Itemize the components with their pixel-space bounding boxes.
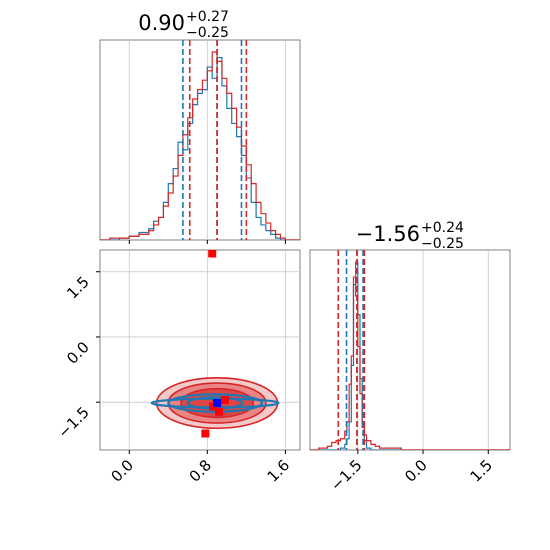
tick-marks: [96, 240, 489, 454]
title-param2-minus: −0.25: [421, 236, 464, 252]
hist2-panel: [309, 249, 511, 451]
title-param1-plus: +0.27: [186, 9, 229, 25]
hist2-blue-step: [310, 261, 510, 450]
title-param2-median: −1.56: [356, 222, 420, 246]
red-marker-4: [215, 407, 224, 416]
hist2-xtick-label-0: −1.5: [327, 456, 365, 494]
hist2-xtick-label-2: 1.5: [466, 456, 496, 486]
hist1-red-step: [100, 51, 300, 240]
joint-xtick-label-2: 1.6: [264, 456, 294, 486]
hist2-series: [310, 250, 510, 450]
blue-marker-0: [213, 399, 222, 408]
joint-ytick-label-2: 1.5: [63, 273, 93, 303]
joint-xtick-label-1: 0.8: [186, 456, 216, 486]
joint-ytick-label-1: 0.0: [63, 338, 93, 368]
hist2-xtick-label-1: 0.0: [401, 456, 431, 486]
hist1-panel: [99, 39, 301, 241]
title-param2: −1.56 +0.24 −0.25: [356, 220, 464, 252]
hist1-series: [100, 40, 300, 240]
joint-series: [150, 250, 309, 438]
red-marker-0: [301, 315, 309, 323]
hist2-red-step: [310, 276, 510, 450]
title-param2-plus: +0.24: [421, 220, 464, 236]
title-param1-minus: −0.25: [186, 25, 229, 41]
title-param1-median: 0.90: [138, 11, 185, 35]
red-marker-1: [208, 250, 217, 258]
joint-ytick-label-0: −1.5: [54, 403, 92, 441]
red-marker-2: [201, 429, 210, 438]
joint-xtick-label-0: 0.0: [107, 456, 137, 486]
red-marker-3: [220, 396, 229, 404]
title-param1: 0.90 +0.27 −0.25: [138, 9, 229, 41]
